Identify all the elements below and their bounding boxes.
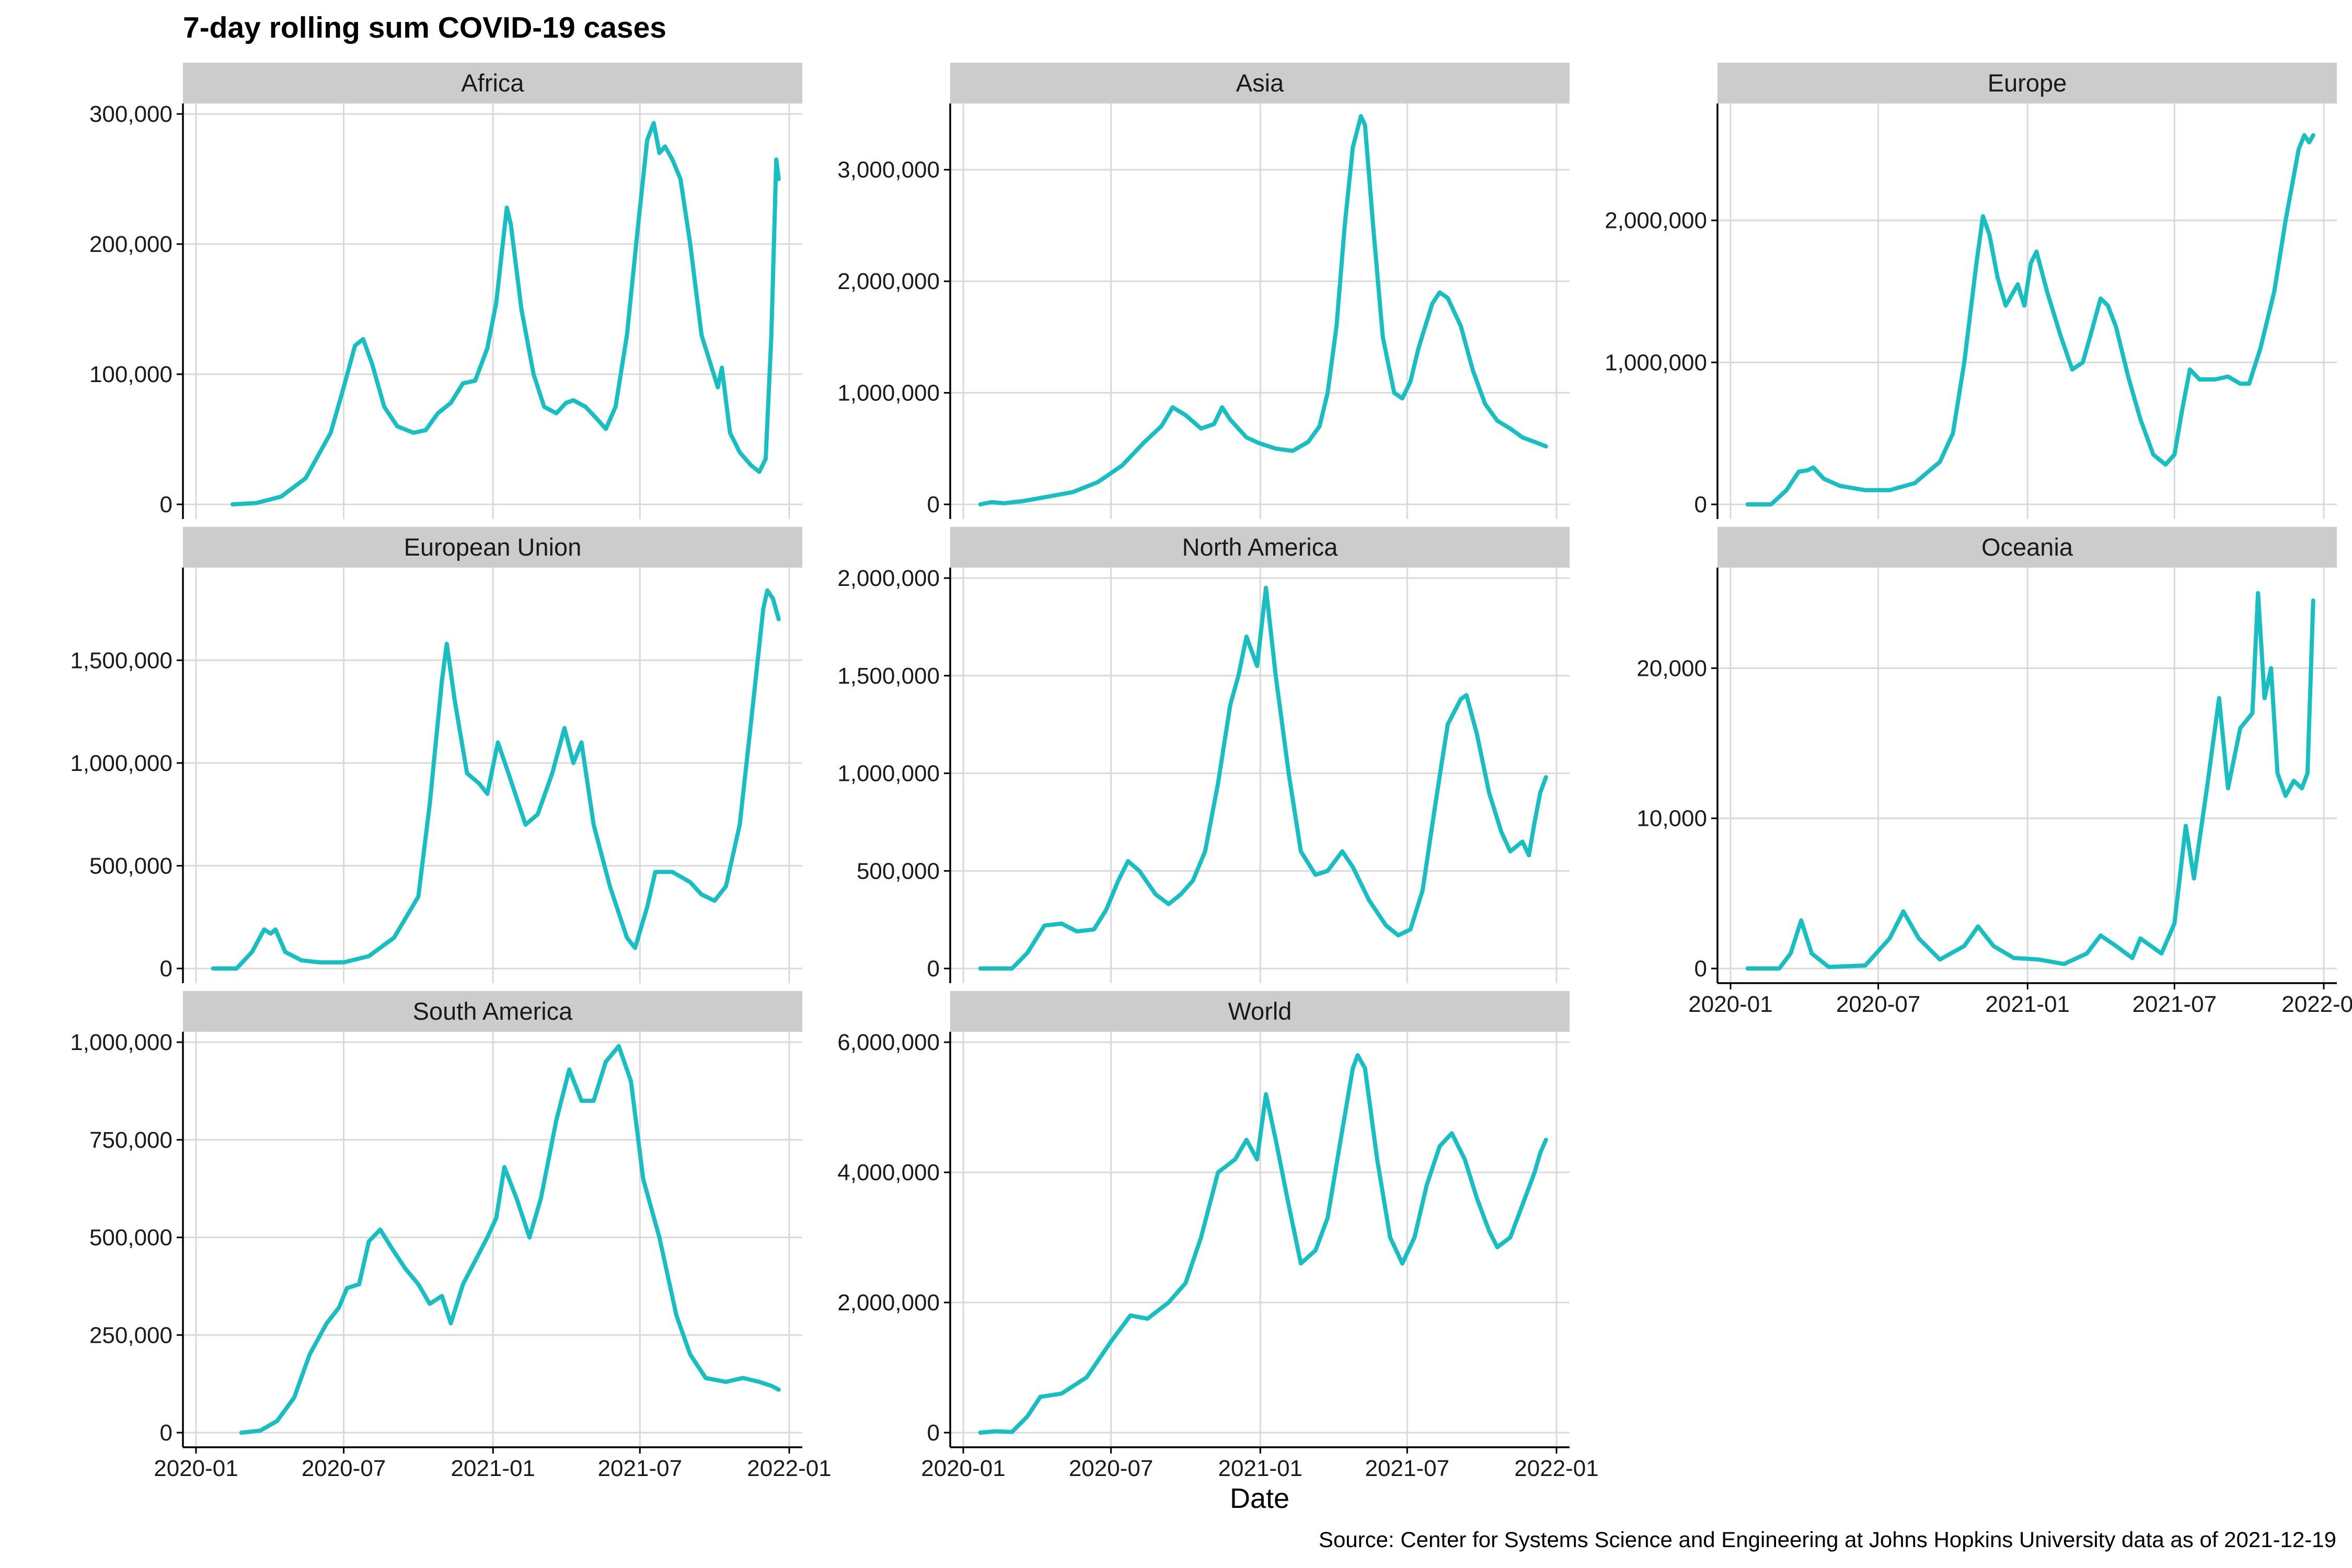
series-line-africa <box>230 121 781 506</box>
y-tick-label: 2,000,000 <box>837 1290 940 1316</box>
facet-strip <box>183 527 802 568</box>
x-tick-label: 2020-01 <box>921 1456 1005 1481</box>
x-tick-label: 2021-01 <box>451 1456 535 1481</box>
y-tick-label: 20,000 <box>1636 655 1707 681</box>
y-tick-label: 0 <box>1694 956 1707 982</box>
y-tick-label: 6,000,000 <box>837 1030 940 1055</box>
y-tick-label: 0 <box>160 492 172 517</box>
x-tick-label: 2022-01 <box>1514 1456 1598 1481</box>
y-tick-label: 4,000,000 <box>837 1160 940 1185</box>
y-tick-label: 0 <box>160 956 172 982</box>
series-line-oceania <box>1745 591 2315 971</box>
x-axis-label: Date <box>1230 1483 1289 1514</box>
facet-strip-label: World <box>1228 997 1292 1025</box>
facet-strip <box>183 63 802 103</box>
y-tick-label: 500,000 <box>857 858 940 884</box>
facet-strip-label: Oceania <box>1981 533 2073 561</box>
facet-strip <box>1717 63 2337 103</box>
y-tick-label: 250,000 <box>89 1322 172 1348</box>
series-line-european-union <box>211 588 781 971</box>
facet-strip <box>183 991 802 1032</box>
x-tick-label: 2022-01 <box>747 1456 831 1481</box>
x-tick-label: 2021-01 <box>1986 991 2070 1017</box>
y-tick-label: 1,500,000 <box>70 648 172 673</box>
series-line-europe <box>1745 133 2315 506</box>
chart-title: 7-day rolling sum COVID-19 cases <box>183 11 666 44</box>
y-tick-label: 2,000,000 <box>1605 208 1707 234</box>
y-tick-label: 1,000,000 <box>837 381 940 406</box>
facet-europe: Europe 0 1,000,000 2,000,000 <box>1605 63 2337 519</box>
facet-africa: Africa 0 100,000 200,000 300,000 <box>89 63 802 519</box>
y-tick-label: 500,000 <box>89 1225 172 1251</box>
facet-north-america: North America 0 500,000 1,000,000 1,500,000 2… <box>837 527 1570 983</box>
y-tick-label: 1,000,000 <box>70 751 172 776</box>
y-tick-label: 0 <box>927 1420 940 1446</box>
y-tick-label: 10,000 <box>1636 806 1707 832</box>
x-tick-label: 2020-07 <box>1836 991 1920 1017</box>
series-line-world <box>978 1053 1548 1435</box>
y-tick-label: 300,000 <box>89 101 172 127</box>
y-tick-label: 1,000,000 <box>837 761 940 787</box>
x-tick-label: 2020-01 <box>1688 991 1772 1017</box>
y-tick-label: 100,000 <box>89 362 172 387</box>
facet-panels: Africa 0 100,000 200,000 300,000 Asia 0 1,000,0… <box>70 63 2352 1481</box>
x-tick-label: 2021-07 <box>598 1456 682 1481</box>
y-tick-label: 0 <box>927 956 940 982</box>
facet-strip-label: South America <box>413 997 573 1025</box>
facet-strip <box>1717 527 2337 568</box>
facet-oceania: Oceania 0 10,000 20,000 2020-01 2020-07 2021-0… <box>1636 527 2352 1017</box>
y-tick-label: 0 <box>1694 492 1707 517</box>
y-tick-label: 750,000 <box>89 1127 172 1153</box>
y-tick-label: 2,000,000 <box>837 566 940 591</box>
x-tick-label: 2021-01 <box>1218 1456 1302 1481</box>
y-tick-label: 0 <box>927 492 940 517</box>
facet-asia: Asia 0 1,000,000 2,000,000 3,000,000 <box>837 63 1570 519</box>
y-tick-label: 200,000 <box>89 232 172 257</box>
source-caption: Source: Center for Systems Science and E… <box>1319 1527 2336 1552</box>
y-tick-label: 1,000,000 <box>70 1030 172 1055</box>
y-tick-label: 500,000 <box>89 853 172 879</box>
facet-strip <box>950 527 1570 568</box>
series-line-north-america <box>978 585 1548 971</box>
y-tick-label: 0 <box>160 1420 172 1446</box>
x-tick-label: 2020-01 <box>154 1456 238 1481</box>
y-tick-label: 1,500,000 <box>837 663 940 689</box>
y-tick-label: 2,000,000 <box>837 269 940 294</box>
x-tick-label: 2021-07 <box>2132 991 2217 1017</box>
series-line-south-america <box>239 1044 781 1435</box>
facet-strip-label: North America <box>1182 533 1339 561</box>
facet-strip-label: Europe <box>1988 69 2067 97</box>
x-tick-label: 2020-07 <box>1069 1456 1153 1481</box>
series-line-asia <box>978 114 1548 506</box>
facet-strip-label: Asia <box>1236 69 1284 97</box>
facet-strip-label: Africa <box>461 69 524 97</box>
x-tick-label: 2022-01 <box>2281 991 2352 1017</box>
facet-strip-label: European Union <box>404 533 582 561</box>
facet-world: World 0 2,000,000 4,000,000 6,000,000 2020-01… <box>837 991 1599 1481</box>
facet-strip <box>950 63 1570 103</box>
y-tick-label: 1,000,000 <box>1605 350 1707 375</box>
y-tick-label: 3,000,000 <box>837 157 940 183</box>
facet-strip <box>950 991 1570 1032</box>
x-tick-label: 2020-07 <box>302 1456 386 1481</box>
facet-south-america: South America 0 250,000 500,000 750,000 1,000… <box>70 991 832 1481</box>
facet-european-union: European Union 0 500,000 1,000,000 1,500,000 <box>70 527 802 983</box>
x-tick-label: 2021-07 <box>1365 1456 1449 1481</box>
